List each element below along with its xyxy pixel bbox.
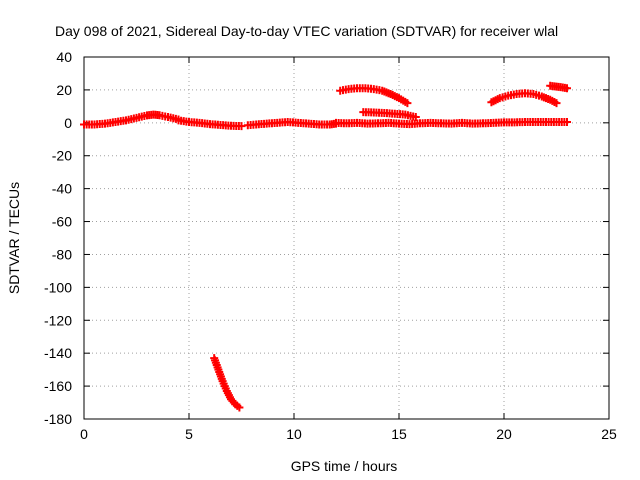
x-tick-label: 25 <box>601 426 617 442</box>
y-tick-label: -140 <box>44 345 72 361</box>
chart-title: Day 098 of 2021, Sidereal Day-to-day VTE… <box>55 23 558 39</box>
series-drop-6h <box>210 354 244 412</box>
data-point <box>563 117 571 126</box>
data-point <box>563 84 571 93</box>
y-tick-label: -180 <box>44 411 72 427</box>
y-tick-label: -60 <box>52 214 72 230</box>
data-point <box>235 403 244 412</box>
x-axis-label: GPS time / hours <box>291 458 398 474</box>
x-tick-label: 10 <box>286 426 302 442</box>
data-markers <box>80 81 571 412</box>
y-tick-label: 40 <box>56 49 72 65</box>
y-tick-label: -100 <box>44 279 72 295</box>
plot-frame <box>83 56 610 420</box>
x-tick-label: 5 <box>185 426 193 442</box>
x-tick-label: 0 <box>80 426 88 442</box>
series-arc-13h <box>336 84 412 108</box>
y-tick-label: -40 <box>52 181 72 197</box>
data-point <box>411 113 420 122</box>
data-point <box>403 99 412 108</box>
y-tick-label: -20 <box>52 148 72 164</box>
series-segment-22h <box>546 81 571 93</box>
y-axis-label: SDTVAR / TECUs <box>6 182 22 294</box>
x-tick-labels: 0 5 10 15 20 25 <box>80 426 617 442</box>
y-tick-label: 20 <box>56 82 72 98</box>
series-segment-13h <box>359 108 420 122</box>
series-baseline-c <box>243 117 340 130</box>
series-baseline-d <box>332 117 571 129</box>
y-tick-label: -160 <box>44 378 72 394</box>
series-baseline-a <box>80 110 183 129</box>
y-tick-label: -80 <box>52 246 72 262</box>
y-tick-label: -120 <box>44 312 72 328</box>
x-tick-label: 20 <box>496 426 512 442</box>
series-arc-21h <box>487 89 561 108</box>
series-baseline-b <box>174 116 246 131</box>
ticks <box>83 56 610 420</box>
x-tick-label: 15 <box>391 426 407 442</box>
grid <box>84 57 609 419</box>
y-tick-label: 0 <box>64 115 72 131</box>
y-tick-labels: 40 20 0 -20 -40 -60 -80 -100 -120 -140 -160 -180 <box>44 49 72 427</box>
data-point <box>552 99 561 108</box>
